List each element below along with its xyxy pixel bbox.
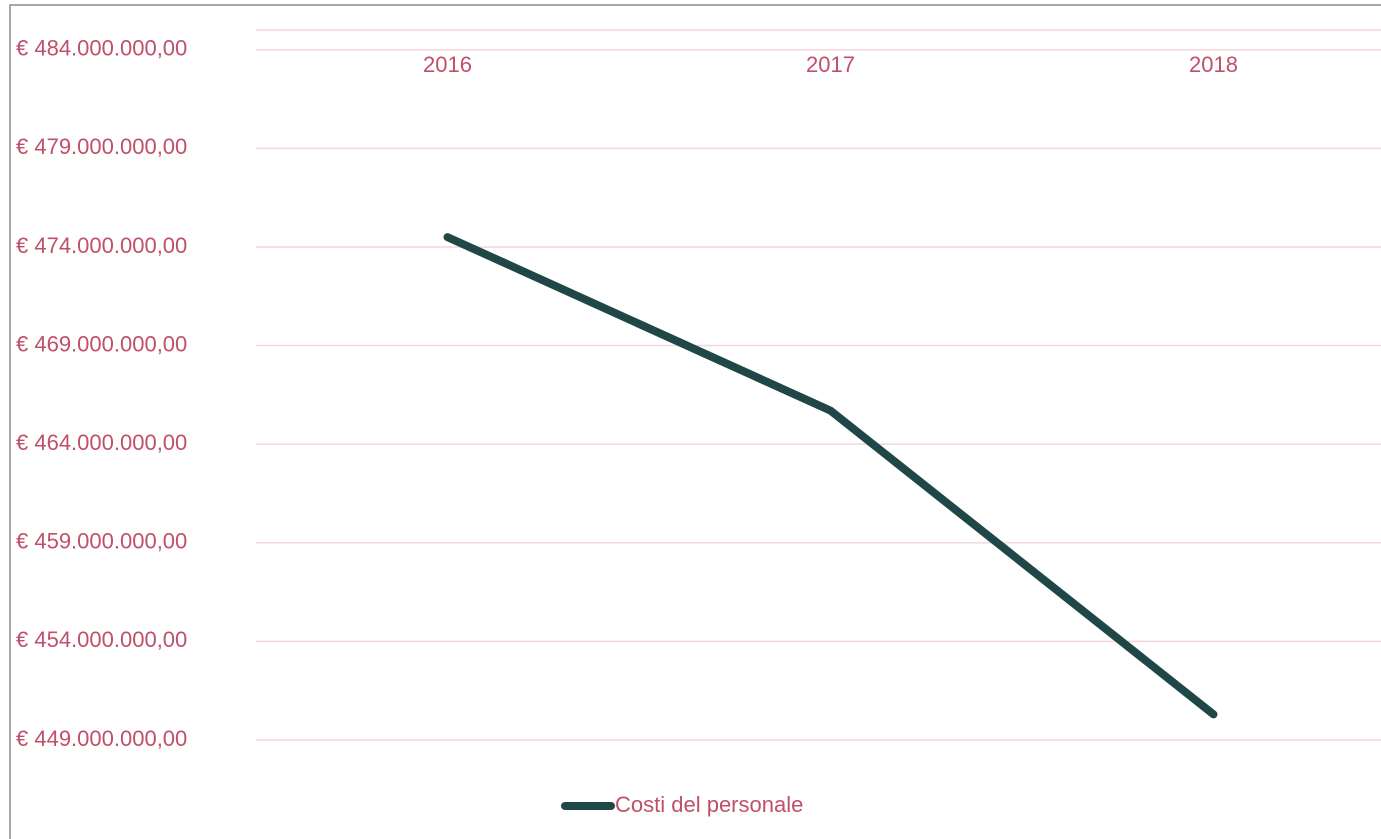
x-tick-label: 2016 <box>423 52 472 77</box>
y-tick-label: € 464.000.000,00 <box>16 430 187 455</box>
y-tick-label: € 469.000.000,00 <box>16 331 187 356</box>
y-tick-label: € 459.000.000,00 <box>16 529 187 554</box>
x-tick-label: 2018 <box>1189 52 1238 77</box>
chart-frame <box>9 4 1381 839</box>
legend-label: Costi del personale <box>615 792 803 817</box>
y-tick-label: € 484.000.000,00 <box>16 36 187 61</box>
y-tick-label: € 454.000.000,00 <box>16 627 187 652</box>
data-line <box>443 233 1218 719</box>
y-tick-label: € 449.000.000,00 <box>16 726 187 751</box>
y-tick-label: € 479.000.000,00 <box>16 134 187 159</box>
y-tick-label: € 474.000.000,00 <box>16 233 187 258</box>
x-tick-label: 2017 <box>806 52 855 77</box>
